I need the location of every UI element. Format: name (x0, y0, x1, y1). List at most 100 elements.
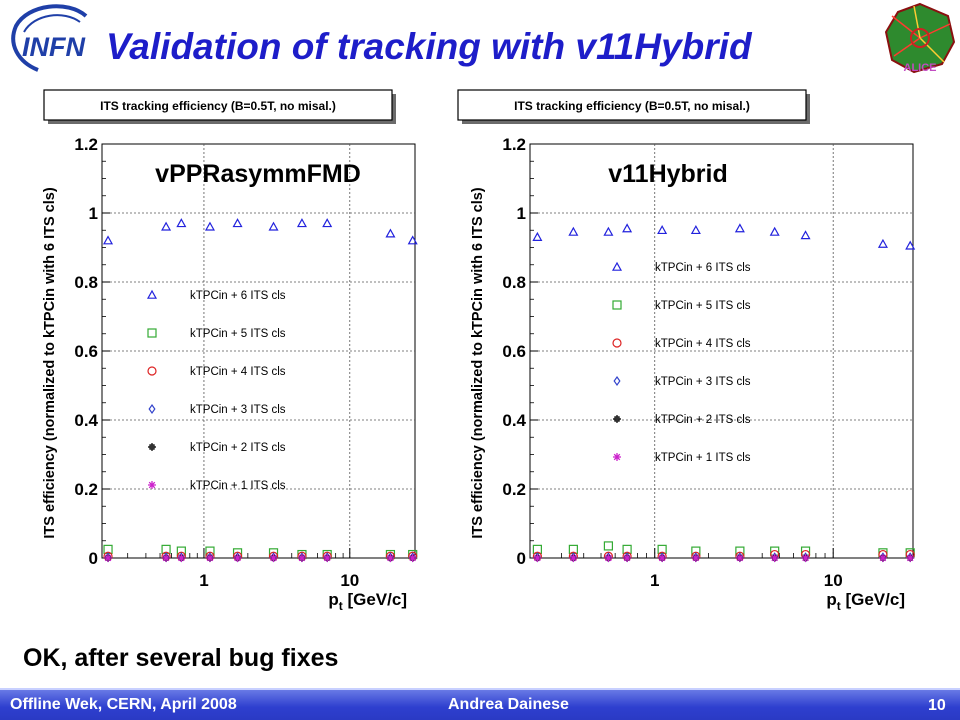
alice-logo: ALICE (884, 2, 956, 74)
data-point (232, 218, 243, 228)
chart-title: ITS tracking efficiency (B=0.5T, no misa… (100, 99, 336, 113)
legend-marker (613, 453, 621, 461)
x-axis-title: pt [GeV/c] (328, 590, 407, 613)
legend-label: kTPCin + 3 ITS cls (190, 404, 286, 416)
legend-marker (147, 366, 157, 376)
data-point (162, 554, 171, 562)
data-point (233, 554, 242, 562)
x-tick-label: 10 (340, 571, 359, 590)
data-point (905, 240, 916, 250)
y-tick-label: 0.8 (502, 273, 526, 292)
infn-logo: INFN (11, 4, 88, 72)
legend-label: kTPCin + 5 ITS cls (655, 300, 751, 312)
legend-marker (611, 261, 623, 271)
x-tick-label: 10 (824, 571, 843, 590)
plot-frame (529, 143, 914, 559)
data-point (297, 554, 306, 562)
data-point (268, 221, 279, 231)
legend-marker (148, 481, 156, 489)
efficiency-charts: ITS tracking efficiency (B=0.5T, no misa… (42, 89, 916, 613)
y-tick-label: 0 (89, 549, 98, 568)
data-point (407, 235, 418, 245)
legend-marker (148, 443, 156, 451)
data-point (623, 554, 632, 562)
legend-label: kTPCin + 1 ITS cls (190, 480, 286, 492)
x-axis-title-unit: [GeV/c] (343, 590, 407, 609)
y-tick-label: 0.6 (502, 342, 526, 361)
x-axis-title-sub: t (837, 599, 841, 613)
x-axis-title-p: p (826, 590, 836, 609)
x-tick-label: 1 (650, 571, 659, 590)
y-tick-label: 0.4 (74, 411, 98, 430)
slide-note: OK, after several bug fixes (23, 644, 339, 672)
data-point (322, 218, 333, 228)
chart-title-box (457, 89, 807, 121)
legend-label: kTPCin + 4 ITS cls (190, 366, 286, 378)
data-point (906, 554, 915, 562)
data-point (800, 230, 811, 240)
data-point (204, 221, 215, 231)
x-tick-label: 1 (199, 571, 208, 590)
alice-logo-text: ALICE (904, 62, 937, 74)
version-label: v11Hybrid (608, 160, 728, 188)
data-point (878, 554, 887, 562)
legend-label: kTPCin + 2 ITS cls (655, 414, 751, 426)
footer-author: Andrea Dainese (448, 696, 569, 713)
footer-divider (0, 688, 960, 690)
data-point (604, 554, 613, 562)
y-tick-label: 0 (517, 549, 526, 568)
legend-marker (146, 289, 158, 299)
legend-label: kTPCin + 5 ITS cls (190, 328, 286, 340)
x-axis-title-p: p (328, 590, 338, 609)
data-point (603, 226, 614, 236)
data-point (568, 226, 579, 236)
legend-marker (612, 300, 622, 310)
infn-logo-text: INFN (22, 32, 85, 62)
data-point (801, 554, 810, 562)
legend-label: kTPCin + 1 ITS cls (655, 452, 751, 464)
legend-label: kTPCin + 4 ITS cls (655, 338, 751, 350)
legend-marker (147, 328, 157, 338)
y-tick-label: 1.2 (502, 135, 526, 154)
y-tick-label: 1 (89, 204, 98, 223)
data-point (690, 225, 701, 235)
data-point (770, 554, 779, 562)
y-tick-label: 0.4 (502, 411, 526, 430)
y-tick-label: 1.2 (74, 135, 98, 154)
legend-marker (612, 338, 622, 348)
chart-title-box (43, 89, 393, 121)
data-point (734, 223, 745, 233)
chart-title: ITS tracking efficiency (B=0.5T, no misa… (514, 99, 750, 113)
y-tick-label: 0.8 (74, 273, 98, 292)
y-tick-label: 1 (517, 204, 526, 223)
data-point (769, 226, 780, 236)
chart-panel-2: ITS tracking efficiency (B=0.5T, no misa… (457, 89, 916, 613)
y-tick-label: 0.6 (74, 342, 98, 361)
chart-panel-1: ITS tracking efficiency (B=0.5T, no misa… (42, 89, 418, 613)
x-axis-title: pt [GeV/c] (826, 590, 905, 613)
data-point (735, 554, 744, 562)
x-axis-title-sub: t (339, 599, 343, 613)
data-point (176, 218, 187, 228)
data-point (622, 223, 633, 233)
data-point (104, 554, 113, 562)
legend-label: kTPCin + 2 ITS cls (190, 442, 286, 454)
footer-bar: Offline Wek, CERN, April 2008 Andrea Dai… (0, 688, 960, 720)
x-axis-title-unit: [GeV/c] (841, 590, 905, 609)
legend-marker (148, 403, 156, 415)
legend-label: kTPCin + 3 ITS cls (655, 376, 751, 388)
data-point (323, 554, 332, 562)
data-point (532, 231, 543, 241)
data-point (603, 541, 614, 551)
data-point (161, 221, 172, 231)
version-label: vPPRasymmFMD (155, 160, 361, 188)
data-point (691, 554, 700, 562)
y-axis-title: ITS efficiency (normalized to kTPCin wit… (470, 187, 486, 538)
data-point (103, 235, 114, 245)
y-tick-label: 0.2 (74, 480, 98, 499)
slide-title: Validation of tracking with v11Hybrid (106, 26, 752, 67)
legend-marker (613, 375, 621, 387)
data-point (658, 554, 667, 562)
data-point (386, 554, 395, 562)
data-point (408, 554, 417, 562)
